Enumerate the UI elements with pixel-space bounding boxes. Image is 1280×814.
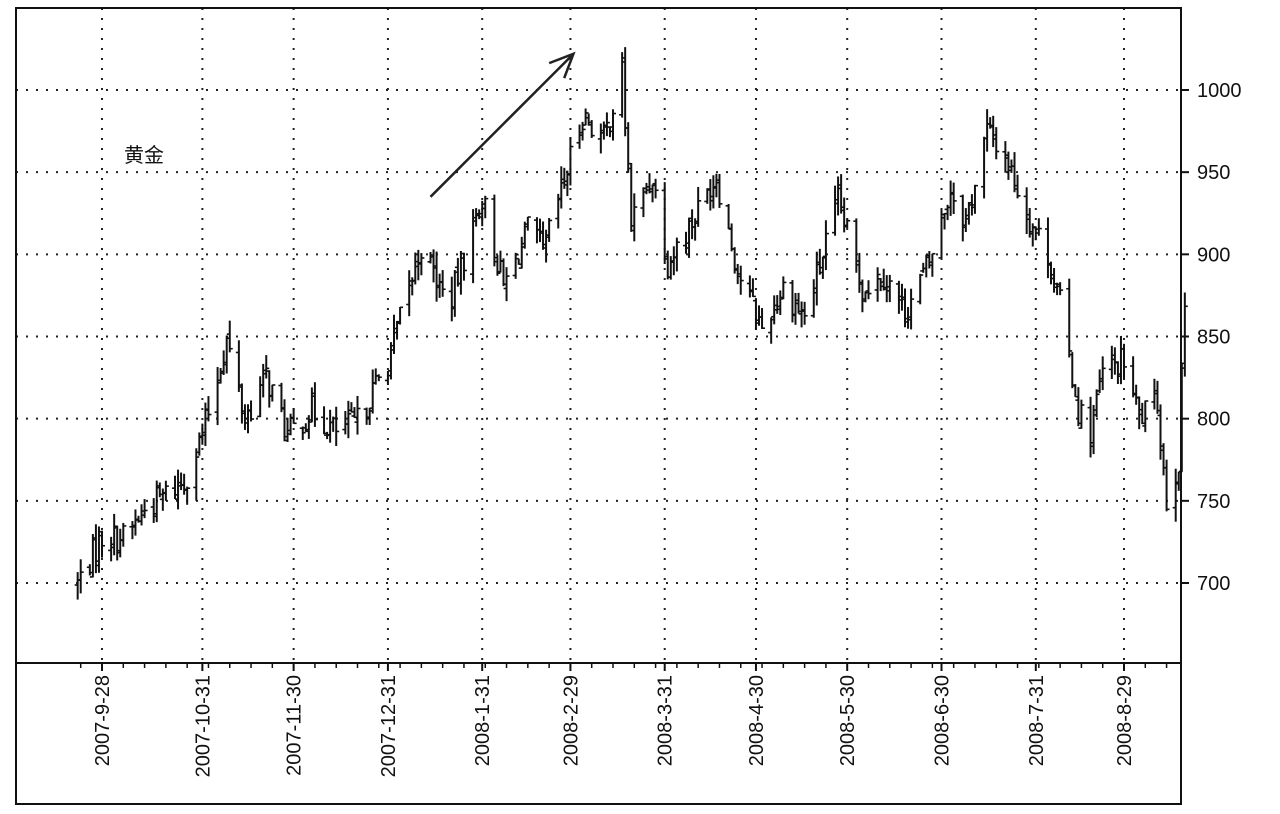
price-bar — [780, 276, 787, 300]
y-tick-label: 900 — [1197, 244, 1230, 266]
x-tick-label: 2008-8-29 — [1114, 675, 1136, 766]
price-bar — [1142, 400, 1149, 433]
price-bars — [74, 47, 1188, 600]
price-bar — [874, 267, 881, 302]
x-tick-label: 2008-5-30 — [837, 675, 859, 766]
price-bar — [1069, 352, 1076, 389]
y-tick-label: 950 — [1197, 162, 1230, 184]
x-tick-label: 2008-2-29 — [560, 675, 582, 766]
price-bar — [299, 426, 306, 440]
x-tick-label: 2008-1-31 — [472, 675, 494, 766]
price-bar — [1163, 459, 1170, 512]
price-bar — [917, 273, 924, 305]
price-bar — [503, 267, 510, 302]
price-bar — [120, 522, 127, 547]
price-bar — [162, 480, 169, 501]
x-tick-label: 2007-9-28 — [92, 675, 114, 766]
price-bar — [695, 186, 702, 227]
y-tick-label: 750 — [1197, 491, 1230, 513]
y-tick-label: 800 — [1197, 409, 1230, 431]
price-bar — [822, 220, 829, 271]
price-bar — [99, 530, 105, 558]
arrow-shaft — [429, 52, 575, 198]
price-bar — [1121, 343, 1127, 379]
price-bar — [1014, 174, 1021, 199]
price-bar — [1181, 292, 1188, 377]
price-bar — [1099, 356, 1106, 391]
price-bar — [397, 306, 404, 325]
price-bar — [759, 308, 766, 329]
price-bar — [546, 218, 553, 242]
price-bar — [929, 252, 936, 277]
price-bar — [993, 127, 1000, 160]
price-bar — [844, 218, 851, 228]
price-bar — [494, 255, 501, 276]
price-bar — [631, 193, 638, 242]
trend-arrow — [429, 51, 576, 198]
price-bar — [716, 173, 723, 208]
y-tick-label: 850 — [1197, 327, 1230, 349]
x-tick-label: 2008-6-30 — [932, 675, 954, 766]
price-bar — [582, 108, 589, 126]
price-bar — [603, 112, 610, 137]
price-bar — [579, 121, 586, 141]
price-bar — [908, 288, 915, 330]
grid-lines — [16, 8, 1181, 663]
price-bar — [269, 384, 276, 402]
price-bar — [588, 120, 595, 138]
price-bar — [886, 274, 893, 303]
price-bar — [865, 280, 872, 300]
price-bar — [263, 355, 270, 379]
price-bar — [248, 400, 255, 422]
price-bar — [290, 408, 297, 425]
price-bar — [512, 252, 519, 279]
gold-label: 黄金 — [124, 143, 164, 167]
price-bar — [141, 499, 148, 519]
arrow-head — [548, 51, 576, 79]
price-bar — [311, 382, 318, 427]
price-bar — [321, 406, 328, 435]
xaxis-frame — [15, 662, 1182, 805]
price-bar — [333, 406, 340, 447]
price-bar — [1057, 282, 1064, 296]
x-tick-label: 2008-3-31 — [655, 675, 677, 766]
price-bar — [193, 448, 200, 501]
x-tick-label: 2007-12-31 — [378, 675, 400, 777]
price-bar — [652, 178, 659, 199]
y-axis: 700 750 800 850 900 950 1000 — [1181, 80, 1242, 595]
price-bar — [482, 195, 489, 219]
price-bar — [418, 253, 425, 276]
price-bar — [673, 237, 680, 272]
price-bar — [524, 216, 531, 231]
price-bar — [439, 270, 446, 297]
price-bar — [1078, 399, 1085, 429]
price-bar — [77, 559, 84, 594]
y-tick-label: 700 — [1197, 573, 1230, 595]
price-bar — [801, 301, 808, 325]
price-bar — [950, 182, 957, 215]
price-bar — [184, 486, 191, 505]
price-bar — [971, 184, 978, 214]
x-tick-label: 2008-4-30 — [746, 675, 768, 766]
price-bar — [226, 320, 233, 353]
x-axis: 2007-9-28 2007-10-31 2007-11-30 2007-12-31 2… — [79, 663, 1168, 777]
price-bar — [460, 252, 467, 281]
price-bar — [354, 395, 361, 435]
price-bar — [567, 136, 574, 186]
y-tick-label: 1000 — [1197, 80, 1242, 102]
price-bar — [1093, 389, 1100, 418]
x-tick-label: 2008-7-31 — [1026, 675, 1048, 766]
x-tick-label: 2007-11-30 — [284, 675, 306, 776]
price-bar — [375, 374, 382, 382]
price-bar — [1066, 278, 1073, 358]
price-bar — [749, 278, 756, 298]
x-tick-label: 2007-10-31 — [192, 675, 214, 777]
price-bar — [1035, 218, 1042, 236]
price-bar — [737, 265, 744, 295]
price-bar — [345, 400, 352, 439]
price-bar — [205, 396, 212, 422]
price-bar — [610, 109, 616, 141]
